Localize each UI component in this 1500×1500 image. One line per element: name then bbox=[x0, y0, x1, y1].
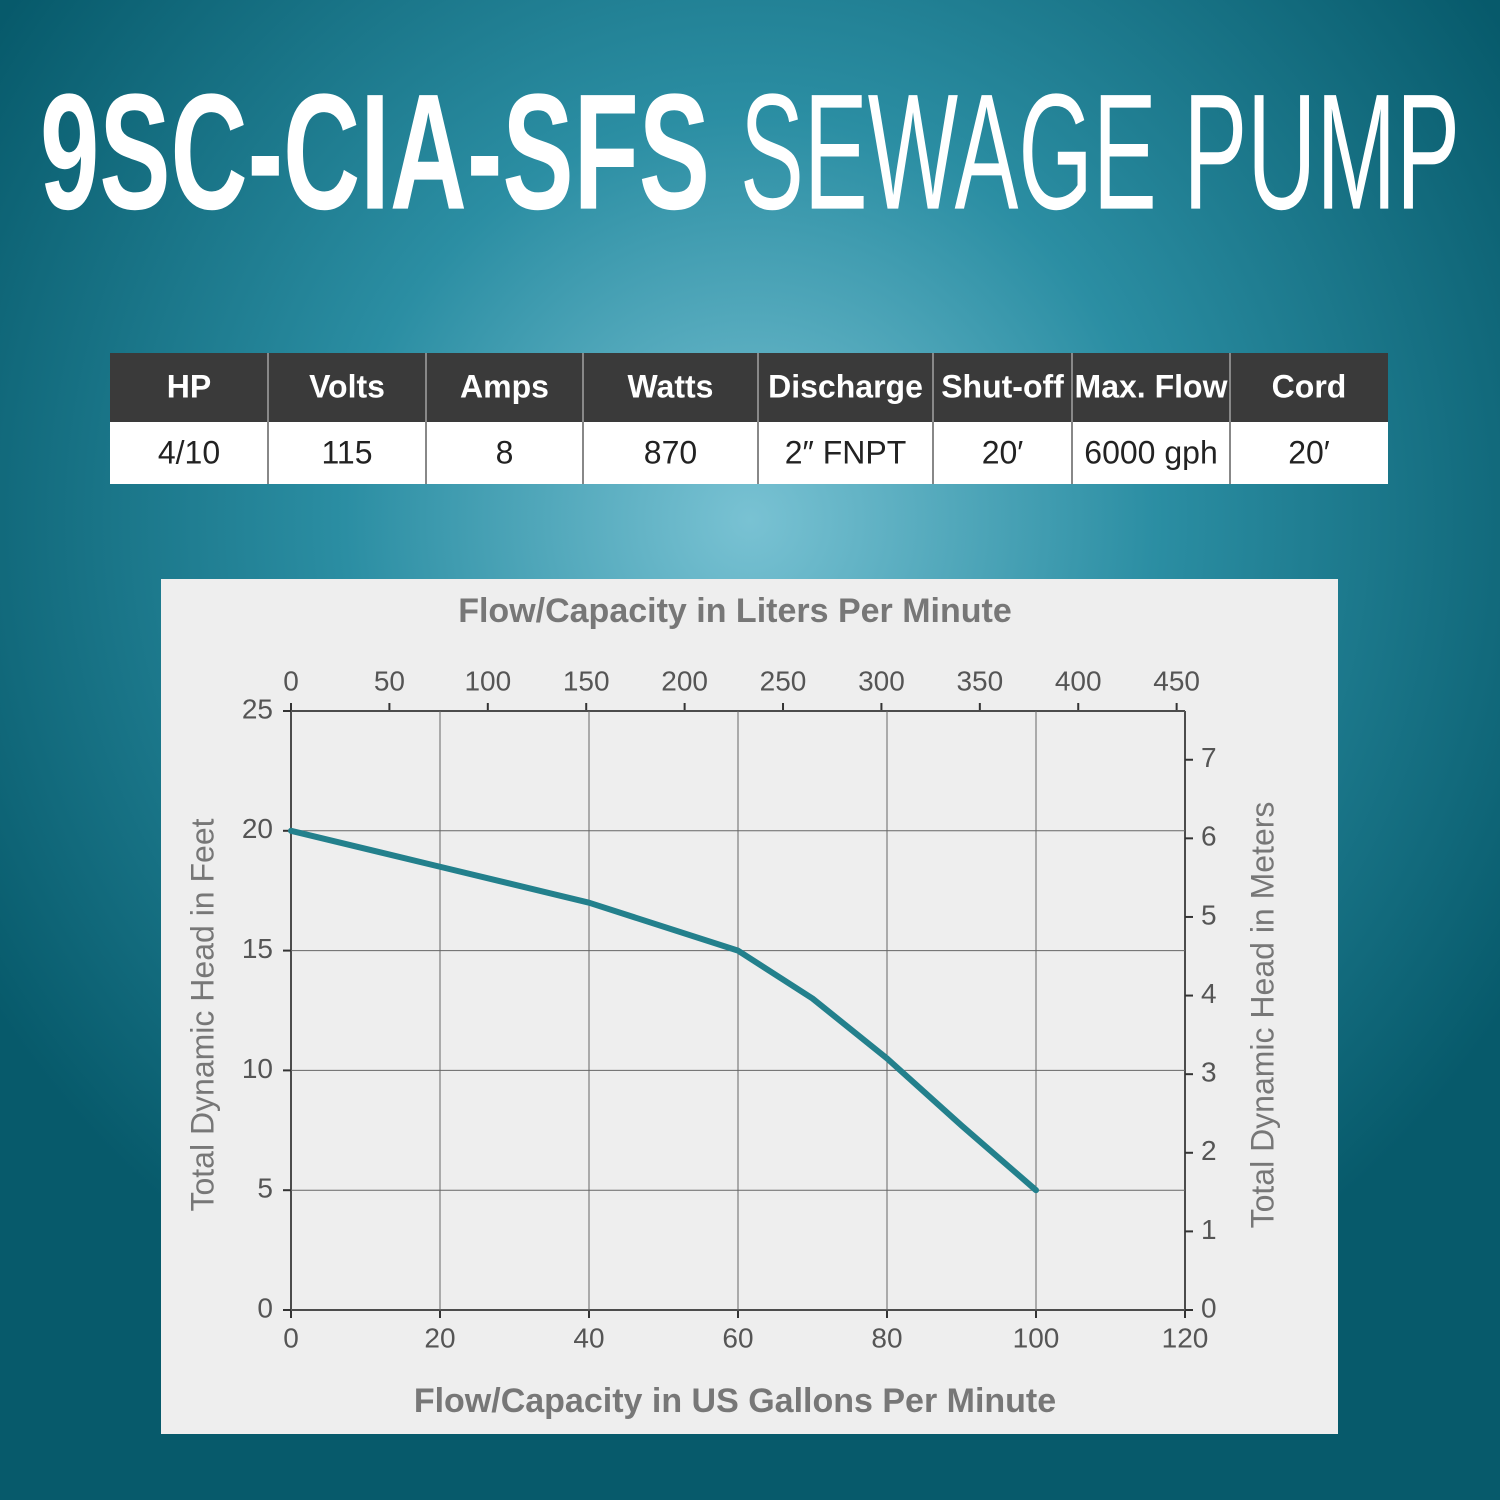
y2-tick-label: 0 bbox=[1201, 1292, 1217, 1323]
curve bbox=[288, 827, 1039, 1194]
data-cell: 20′ bbox=[1288, 434, 1330, 470]
data-cell: 115 bbox=[321, 434, 372, 470]
header-row bbox=[110, 353, 1388, 422]
x2-tick-label: 0 bbox=[283, 665, 299, 696]
title-light: SEWAGE PUMP bbox=[740, 60, 1460, 244]
y2-axis-label: Total Dynamic Head in Meters bbox=[1244, 802, 1280, 1229]
x-tick-label: 100 bbox=[1013, 1322, 1060, 1353]
y-tick-label: 15 bbox=[242, 933, 273, 964]
y-tick-label: 20 bbox=[242, 813, 273, 844]
x-tick-label: 60 bbox=[722, 1322, 753, 1353]
data-cell: 2″ FNPT bbox=[785, 434, 907, 470]
y2-tick-label: 7 bbox=[1201, 742, 1217, 773]
y-tick-label: 10 bbox=[242, 1053, 273, 1084]
x-tick-label: 0 bbox=[283, 1322, 299, 1353]
y2-tick-label: 2 bbox=[1201, 1135, 1217, 1166]
y-tick-label: 25 bbox=[242, 693, 273, 724]
x2-tick-label: 100 bbox=[464, 665, 511, 696]
data-cell: 6000 gph bbox=[1084, 434, 1217, 470]
x-tick-label: 120 bbox=[1162, 1322, 1209, 1353]
data-cell: 20′ bbox=[982, 434, 1024, 470]
y2-tick-label: 6 bbox=[1201, 821, 1217, 852]
x2-tick-label: 450 bbox=[1153, 665, 1200, 696]
y2-tick-label: 3 bbox=[1201, 1057, 1217, 1088]
x2-tick-label: 50 bbox=[374, 665, 405, 696]
title-bold: 9SC-CIA-SFS bbox=[40, 60, 710, 244]
x2-tick-label: 350 bbox=[956, 665, 1003, 696]
header-cell: Max. Flow bbox=[1075, 368, 1228, 404]
x2-tick-label: 200 bbox=[661, 665, 708, 696]
x-tick-label: 40 bbox=[573, 1322, 604, 1353]
chart-panel bbox=[161, 579, 1338, 1434]
x2-tick-label: 300 bbox=[858, 665, 905, 696]
x2-tick-label: 400 bbox=[1055, 665, 1102, 696]
y2-tick-label: 1 bbox=[1201, 1214, 1217, 1245]
header-cell: Amps bbox=[460, 368, 549, 404]
header-cell: HP bbox=[167, 368, 211, 404]
header-cell: Cord bbox=[1272, 368, 1347, 404]
y-axis-label: Total Dynamic Head in Feet bbox=[184, 818, 220, 1211]
y2-tick-label: 4 bbox=[1201, 978, 1217, 1009]
x2-axis-label: Flow/Capacity in Liters Per Minute bbox=[458, 592, 1012, 630]
header-cell: Watts bbox=[628, 368, 714, 404]
data-cell: 870 bbox=[644, 434, 697, 470]
x-axis-label: Flow/Capacity in US Gallons Per Minute bbox=[414, 1382, 1056, 1420]
data-cell: 8 bbox=[496, 434, 514, 470]
x2-tick-label: 250 bbox=[760, 665, 807, 696]
spec-table: HP Volts Amps Watts Discharge Shut-off Max. Fl… bbox=[110, 353, 1388, 484]
x-tick-label: 80 bbox=[871, 1322, 902, 1353]
x-tick-label: 20 bbox=[424, 1322, 455, 1353]
x2-tick-label: 150 bbox=[563, 665, 610, 696]
data-cell: 4/10 bbox=[158, 434, 220, 470]
header-cell: Shut-off bbox=[941, 368, 1064, 404]
data-row bbox=[110, 422, 1388, 484]
y2-tick-label: 5 bbox=[1201, 899, 1217, 930]
y-tick-label: 0 bbox=[257, 1292, 273, 1323]
y-tick-label: 5 bbox=[257, 1173, 273, 1204]
header-cell: Volts bbox=[309, 368, 385, 404]
header-cell: Discharge bbox=[768, 368, 923, 404]
